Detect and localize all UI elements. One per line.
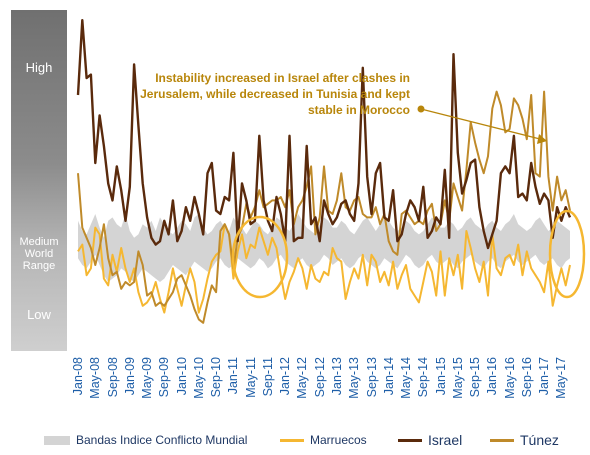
x-tick-label: Sep-16 <box>519 357 534 398</box>
highlight-circle-right <box>548 209 586 299</box>
x-tick-label: Jan-09 <box>122 357 137 396</box>
annotation-pointer-arrowhead <box>537 134 547 144</box>
legend-item-tunisia: Túnez <box>490 432 559 448</box>
legend-swatch-tunisia <box>490 438 514 442</box>
highlight-circle-left <box>231 215 289 299</box>
annotation-line-1: Instability increased in Israel after cl… <box>155 71 410 85</box>
x-tick-label: May-15 <box>450 357 465 399</box>
level-low-label: Low <box>27 307 51 322</box>
x-tick-label: May-12 <box>295 357 310 399</box>
annotation-line-2: Jerusalem, while decreased in Tunisia an… <box>140 87 410 101</box>
x-tick-label: Jan-17 <box>537 357 552 396</box>
chart-annotation: Instability increased in Israel after cl… <box>80 70 410 118</box>
x-tick-label: May-17 <box>554 357 569 399</box>
x-tick-label: Jan-13 <box>329 357 344 396</box>
legend-swatch-band <box>44 435 70 445</box>
x-tick-label: Jan-14 <box>381 357 396 396</box>
legend-label-morocco: Marruecos <box>310 433 367 447</box>
level-medium-label: Medium World Range <box>11 236 67 272</box>
x-tick-label: Sep-12 <box>312 357 327 398</box>
x-tick-label: May-09 <box>140 357 155 399</box>
x-tick-label: Jan-12 <box>278 357 293 396</box>
annotation-line-3: stable in Morocco <box>307 103 410 117</box>
series-line-tunisia <box>77 90 571 324</box>
legend-label-israel: Israel <box>428 432 463 448</box>
x-tick-label: May-08 <box>88 357 103 399</box>
x-tick-label: Sep-09 <box>157 357 172 398</box>
level-medium-line3: Range <box>22 260 56 272</box>
legend-swatch-israel <box>398 438 422 442</box>
x-tick-label: Sep-14 <box>416 357 431 398</box>
series-line-morocco <box>77 223 571 314</box>
legend-swatch-morocco <box>280 438 304 442</box>
level-medium-line2: World <box>24 248 54 260</box>
x-tick-label: May-11 <box>243 357 258 398</box>
annotation-pointer-line <box>420 108 541 140</box>
x-tick-label: Jan-16 <box>485 357 500 396</box>
level-medium-line1: Medium <box>19 236 59 248</box>
world-range-band <box>78 214 570 282</box>
x-tick-label: Jan-11 <box>226 357 241 395</box>
x-tick-label: Sep-13 <box>364 357 379 398</box>
legend-label-tunisia: Túnez <box>520 432 559 448</box>
x-tick-label: Jan-15 <box>433 357 448 396</box>
legend-label-band: Bandas Indice Conflicto Mundial <box>76 433 248 447</box>
x-tick-label: May-14 <box>399 357 413 399</box>
x-tick-label: Sep-11 <box>260 357 275 397</box>
legend-item-israel: Israel <box>398 432 462 448</box>
level-scale-band <box>11 10 67 351</box>
level-high-label: High <box>25 60 53 75</box>
x-tick-label: Sep-10 <box>209 357 224 398</box>
x-tick-label: May-13 <box>347 357 362 399</box>
x-tick-label: May-16 <box>502 357 517 399</box>
legend-item-morocco: Marruecos <box>280 432 367 448</box>
series-line-israel <box>76 19 572 250</box>
x-tick-label: Sep-15 <box>468 357 483 398</box>
x-tick-label: Jan-10 <box>174 357 189 396</box>
legend: Bandas Indice Conflicto Mundial Marrueco… <box>0 432 590 452</box>
x-tick-label: Sep-08 <box>105 357 120 398</box>
x-tick-label: May-10 <box>191 357 206 399</box>
x-tick-label: Jan-08 <box>71 357 85 396</box>
legend-item-band: Bandas Indice Conflicto Mundial <box>44 432 247 448</box>
